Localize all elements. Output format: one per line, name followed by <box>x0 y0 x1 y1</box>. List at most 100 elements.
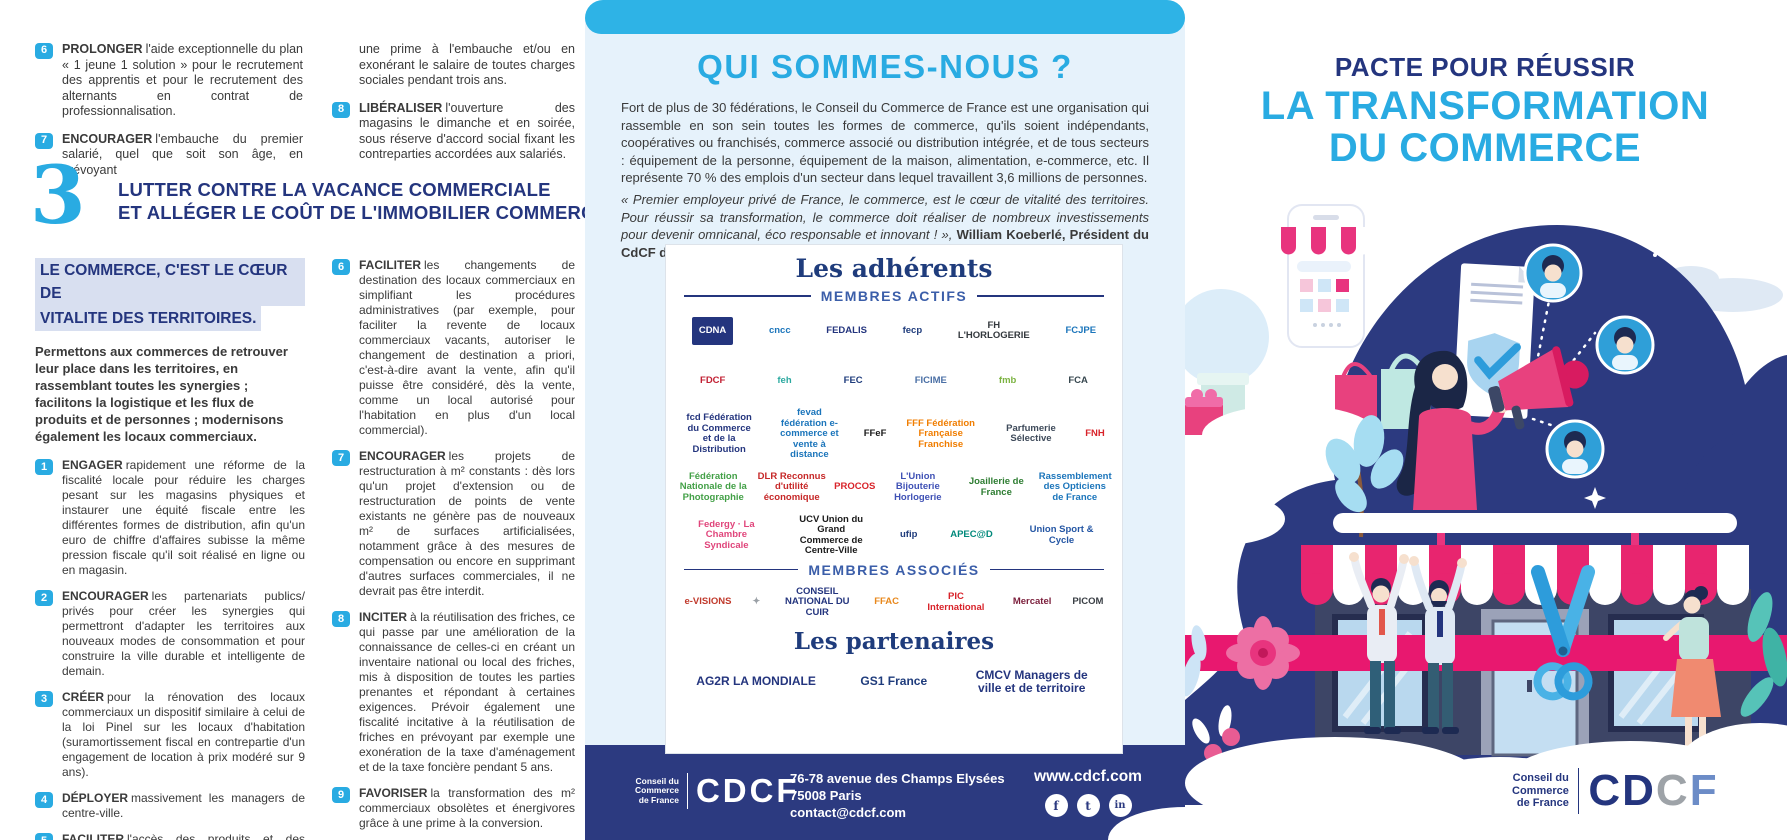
person-man-1 <box>1349 552 1409 734</box>
social-icons: f t in <box>1013 794 1163 817</box>
action-text: les projets de restructuration à m² cons… <box>359 449 575 598</box>
action-keyword: INCITER <box>359 610 407 624</box>
member-logo: FEC <box>843 374 863 386</box>
address-block: 76-78 avenue des Champs Elysées 75008 Pa… <box>790 770 1005 821</box>
member-logo: Union Sport & Cycle <box>1029 524 1094 546</box>
member-logo: Mercatel <box>1012 596 1052 608</box>
contact-footer: Conseil du Commerce de France CDCF 76-78… <box>585 745 1185 840</box>
action-item: 8 LIBÉRALISER l'ouverture des magasins le … <box>332 101 575 163</box>
cdcf-logo-text: Conseil du Commerce de France <box>1512 772 1569 810</box>
member-logo: DLR Reconnus d'utilité économique <box>757 470 826 503</box>
member-logo: Joaillerie de France <box>968 476 1024 498</box>
action-keyword: ENCOURAGER <box>62 589 149 603</box>
partner-logo: GS1 France <box>860 674 928 688</box>
partner-logo: AG2R LA MONDIALE <box>696 674 816 688</box>
member-logo: fecp <box>902 324 923 336</box>
member-logo: cncc <box>768 324 791 336</box>
member-logo: fmb <box>998 374 1017 386</box>
website-link[interactable]: www.cdcf.com <box>1034 768 1142 785</box>
member-logo: CONSEIL NATIONAL DU CUIR <box>784 585 850 618</box>
membres-associes-heading: MEMBRES ASSOCIÉS <box>684 562 1104 578</box>
action-keyword: ENCOURAGER <box>62 131 153 146</box>
continuation-text: une prime à l'embauche et/ou en exonéran… <box>359 42 575 87</box>
cover-kicker: PACTE POUR RÉUSSIR <box>1334 52 1636 82</box>
member-logo: FFF Fédération Française Franchise <box>906 417 975 450</box>
section-title: LUTTER CONTRE LA VACANCE COMMERCIALE ET … <box>118 179 626 223</box>
membres-actifs-heading: MEMBRES ACTIFS <box>684 288 1105 304</box>
left-column-a: LE COMMERCE, C'EST LE CŒUR DE VITALITE D… <box>35 258 305 840</box>
member-logo: FICIME <box>914 374 947 386</box>
avatar <box>1545 419 1605 479</box>
partenaires-title: Les partenaires <box>793 627 995 655</box>
rule-line <box>684 568 799 571</box>
number-badge: 4 <box>35 792 53 808</box>
member-logo: FCA <box>1068 374 1088 386</box>
president-quote: « Premier employeur privé de France, le … <box>621 191 1149 261</box>
action-item: 3 CRÉER pour la rénovation des locaux comm… <box>35 690 305 780</box>
member-logo: Parfumerie Sélective <box>1006 422 1056 445</box>
number-badge: 8 <box>332 101 350 118</box>
member-logo: FCJPE <box>1065 324 1097 336</box>
cover-title-line1: LA TRANSFORMATION <box>1260 84 1710 128</box>
member-logo: FEDALIS <box>826 324 867 336</box>
contact-email[interactable]: contact@cdcf.com <box>790 805 906 820</box>
action-text: l'embauche du premier salarié, quel que … <box>62 131 303 177</box>
action-text: pour la rénovation des locaux commerciau… <box>62 690 305 779</box>
top-accent-bar <box>585 0 1185 34</box>
member-logo: Federgy · La Chambre Syndicale <box>698 518 755 551</box>
rule-line <box>977 295 1105 297</box>
action-item: 6 PROLONGER l'aide exceptionnelle du plan … <box>35 42 303 120</box>
customer-avatars <box>1523 243 1655 479</box>
member-logo: fevad fédération e-commerce et vente à d… <box>780 407 839 460</box>
action-keyword: PROLONGER <box>62 42 143 56</box>
acronym-letter: F <box>1689 766 1719 815</box>
megaphone-icon <box>1488 346 1589 430</box>
who-are-we-paragraph: Fort de plus de 30 fédérations, le Conse… <box>621 100 1149 185</box>
action-keyword: ENCOURAGER <box>359 449 446 463</box>
actifs-logo-row-2: FDCF feh FEC FICIME fmb FCA <box>674 358 1114 404</box>
number-badge: 2 <box>35 590 53 606</box>
pale-circle <box>1185 289 1269 385</box>
address-line: 76-78 avenue des Champs Elysées <box>790 771 1005 786</box>
associes-logo-row: e-VISIONS ✦ CONSEIL NATIONAL DU CUIR FFAC PI… <box>674 582 1114 624</box>
section-number: 3 <box>30 148 86 242</box>
action-text: l'accès des produits et des clients aux … <box>127 832 305 840</box>
twitter-icon[interactable]: t <box>1076 794 1100 817</box>
member-logo: fcd Fédération du Commerce et de la Dist… <box>686 412 752 455</box>
tree <box>1325 415 1404 538</box>
number-badge: 6 <box>35 43 53 59</box>
cover-title-line2: DU COMMERCE <box>1328 126 1642 170</box>
number-badge: 6 <box>332 259 350 275</box>
action-keyword: FACILITER <box>359 258 421 272</box>
facebook-icon[interactable]: f <box>1044 794 1068 817</box>
action-keyword: FAVORISER <box>359 786 428 800</box>
member-logo: feh <box>777 374 792 386</box>
action-text: l'ouverture des magasins le dimanche et … <box>359 100 575 162</box>
cdcf-acronym: CDCF <box>695 772 800 809</box>
action-item: 8 INCITER à la réutilisation des friches, … <box>332 610 575 775</box>
partner-logo: CMCV Managers de ville et de territoire <box>975 667 1088 695</box>
member-logo: FFAC <box>874 596 899 608</box>
number-badge: 7 <box>35 132 53 149</box>
member-logo: PICOM <box>1072 596 1104 608</box>
action-keyword: LIBÉRALISER <box>359 100 443 115</box>
phone-storefront-icon <box>1281 204 1371 348</box>
action-item: 7 ENCOURAGER les projets de restructuratio… <box>332 449 575 599</box>
left-column-b: 6 FACILITER les changements de destination… <box>332 258 575 840</box>
cover-illustration <box>1185 204 1787 805</box>
left-top-column-1: 6 PROLONGER l'aide exceptionnelle du plan … <box>35 42 303 190</box>
action-text: l'aide exceptionnelle du plan « 1 jeune … <box>62 42 303 118</box>
action-item: 7 ENCOURAGER l'embauche du premier salarié… <box>35 132 303 179</box>
section-intro: Permettons aux commerces de retrouver le… <box>35 344 288 444</box>
ribbon-cutters <box>1349 552 1721 771</box>
member-logo: Rassemblement des Opticiens de France <box>1038 470 1112 503</box>
cdcf-logo-text: Conseil du Commerce de France <box>635 775 679 805</box>
linkedin-icon[interactable]: in <box>1108 794 1132 817</box>
cloud <box>1185 493 1285 545</box>
number-badge: 7 <box>332 450 350 466</box>
member-logo: PIC International <box>927 591 985 613</box>
announcer-woman <box>1396 346 1589 510</box>
member-logo: e-VISIONS <box>684 596 732 608</box>
member-logo: FFeF <box>863 428 887 439</box>
